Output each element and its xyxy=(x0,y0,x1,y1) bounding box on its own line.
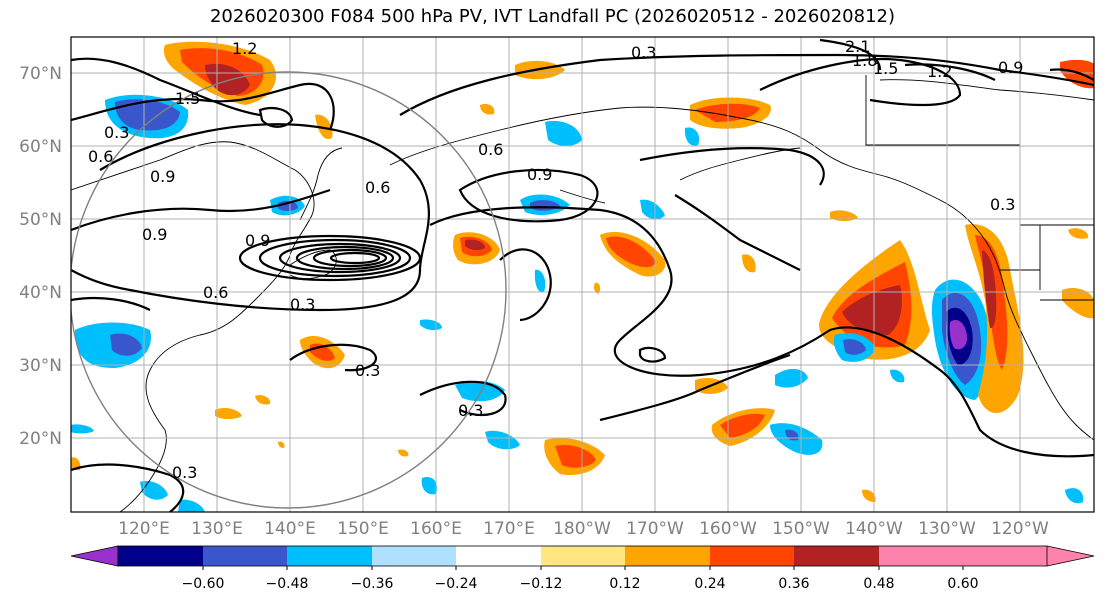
contour-label: 0.3 xyxy=(355,361,380,380)
colorbar-tick-label: 0.48 xyxy=(863,576,894,592)
lat-label: 70°N xyxy=(19,64,62,84)
contour-label: 1.5 xyxy=(873,59,898,78)
colorbar-segment xyxy=(456,546,541,566)
contour-label: 0.9 xyxy=(998,58,1023,77)
colorbar-segment xyxy=(625,546,710,566)
contour-label: 0.9 xyxy=(245,231,270,250)
contour-label: 0.3 xyxy=(631,43,656,62)
map-frame xyxy=(70,36,1095,513)
lon-label: 170°E xyxy=(483,519,535,539)
contour-label: 0.3 xyxy=(104,123,129,142)
anomaly-shading xyxy=(71,41,1094,512)
colorbar-extend-low xyxy=(70,545,119,567)
map-title: 2026020300 F084 500 hPa PV, IVT Landfall… xyxy=(209,6,896,27)
colorbar-tick-label: −0.24 xyxy=(435,576,478,592)
range-circle xyxy=(71,71,507,509)
colorbar-tick-label: −0.36 xyxy=(351,576,394,592)
colorbar-tick-label: −0.12 xyxy=(520,576,563,592)
colorbar-tick-label: −0.48 xyxy=(266,576,309,592)
lon-label: 160°W xyxy=(699,519,757,539)
colorbar-segment xyxy=(541,546,625,566)
colorbar-segment xyxy=(372,546,456,566)
contour-label: 0.6 xyxy=(203,283,228,302)
longitude-axis: 120°E 130°E 140°E 150°E 160°E 170°E 180°… xyxy=(118,519,1049,539)
lon-label: 180°W xyxy=(553,519,611,539)
lon-label: 150°W xyxy=(772,519,830,539)
lon-label: 150°E xyxy=(337,519,389,539)
contour-label-group: 0.6 0.3 0.9 1.5 0.9 0.6 0.9 0.9 0.6 0.3 … xyxy=(88,37,1023,482)
colorbar-segment xyxy=(287,546,372,566)
contour-label: 0.3 xyxy=(290,295,315,314)
contour-label: 1.2 xyxy=(232,39,257,58)
contour-label: 0.6 xyxy=(88,147,113,166)
latitude-axis: 70°N 60°N 50°N 40°N 30°N 20°N xyxy=(19,64,62,449)
colorbar-tick-label: 0.24 xyxy=(694,576,725,592)
lon-label: 130°E xyxy=(191,519,243,539)
contour-label: 0.9 xyxy=(527,165,552,184)
contour-label: 2.1 xyxy=(845,37,870,56)
lon-label: 130°W xyxy=(918,519,976,539)
pv-contours xyxy=(71,38,1094,512)
lon-label: 120°E xyxy=(118,519,170,539)
contour-label: 0.6 xyxy=(365,178,390,197)
lon-label: 140°E xyxy=(264,519,316,539)
contour-label: 0.3 xyxy=(172,463,197,482)
colorbar-tick-label: 0.60 xyxy=(947,576,978,592)
lat-label: 50°N xyxy=(19,210,62,230)
colorbar-segment xyxy=(794,546,879,566)
lon-label: 120°W xyxy=(991,519,1049,539)
contour-label: 0.9 xyxy=(142,225,167,244)
colorbar-tick-label: 0.12 xyxy=(609,576,640,592)
lat-label: 20°N xyxy=(19,429,62,449)
colorbar: −0.60 −0.48 −0.36 −0.24 −0.12 0.12 0.24 … xyxy=(70,545,1095,592)
lon-label: 140°W xyxy=(845,519,903,539)
lat-label: 30°N xyxy=(19,356,62,376)
contour-label: 0.6 xyxy=(478,140,503,159)
colorbar-tick-label: 0.36 xyxy=(778,576,809,592)
contour-label: 1.8 xyxy=(852,51,877,70)
lat-label: 40°N xyxy=(19,283,62,303)
colorbar-segment xyxy=(710,546,794,566)
lon-label: 170°W xyxy=(626,519,684,539)
colorbar-tick-label: −0.60 xyxy=(182,576,225,592)
contour-label: 0.3 xyxy=(990,195,1015,214)
colorbar-segment xyxy=(879,546,963,566)
coastlines xyxy=(71,75,1094,512)
colorbar-segment xyxy=(118,546,203,566)
contour-label: 0.9 xyxy=(150,167,175,186)
contour-label: 1.2 xyxy=(927,62,952,81)
contour-label: 0.3 xyxy=(458,401,483,420)
contour-label: 1.5 xyxy=(175,89,200,108)
colorbar-segment xyxy=(203,546,287,566)
colorbar-extend-high xyxy=(963,546,1094,566)
lat-label: 60°N xyxy=(19,137,62,157)
lon-label: 160°E xyxy=(410,519,462,539)
